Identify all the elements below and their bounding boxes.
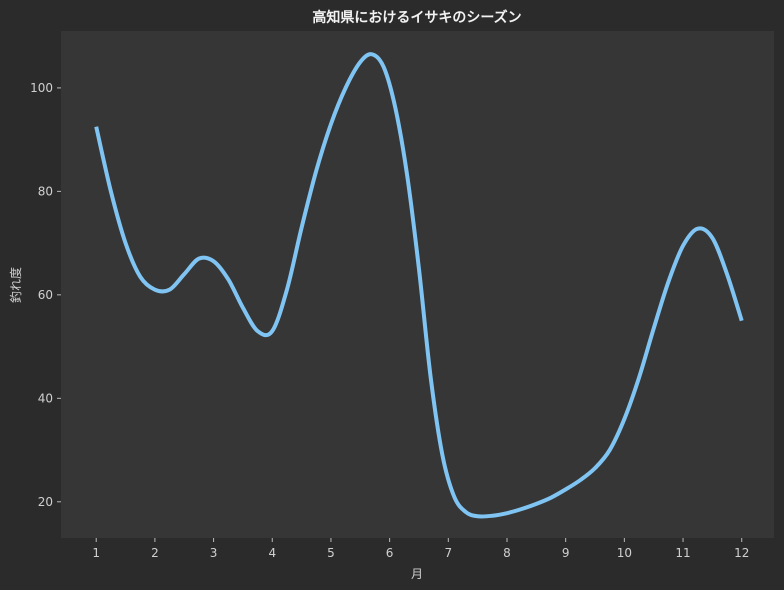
x-tick-label: 9 — [562, 546, 570, 560]
chart-title: 高知県におけるイサキのシーズン — [312, 9, 521, 26]
x-axis-label: 月 — [411, 567, 423, 581]
plot-area — [61, 31, 774, 538]
x-tick-label: 1 — [92, 546, 100, 560]
x-tick-label: 12 — [734, 546, 749, 560]
x-tick-label: 5 — [327, 546, 335, 560]
x-axis-ticks: 1 2 3 4 5 6 7 8 9 10 11 12 — [92, 538, 749, 560]
x-tick-label: 2 — [151, 546, 159, 560]
y-tick-label: 80 — [38, 184, 53, 198]
series-line — [94, 52, 744, 519]
y-tick-label: 60 — [38, 288, 53, 302]
y-tick-label: 100 — [30, 81, 53, 95]
series-layer — [94, 52, 744, 519]
x-tick-label: 7 — [444, 546, 452, 560]
x-tick-label: 8 — [503, 546, 511, 560]
x-tick-label: 4 — [268, 546, 276, 560]
x-tick-label: 10 — [617, 546, 632, 560]
x-tick-label: 3 — [210, 546, 218, 560]
y-axis-label: 釣れ度 — [8, 267, 23, 303]
y-tick-label: 40 — [38, 391, 53, 405]
x-tick-label: 6 — [386, 546, 394, 560]
y-axis-ticks: 20 40 60 80 100 — [30, 81, 61, 509]
y-tick-label: 20 — [38, 495, 53, 509]
x-tick-label: 11 — [675, 546, 690, 560]
